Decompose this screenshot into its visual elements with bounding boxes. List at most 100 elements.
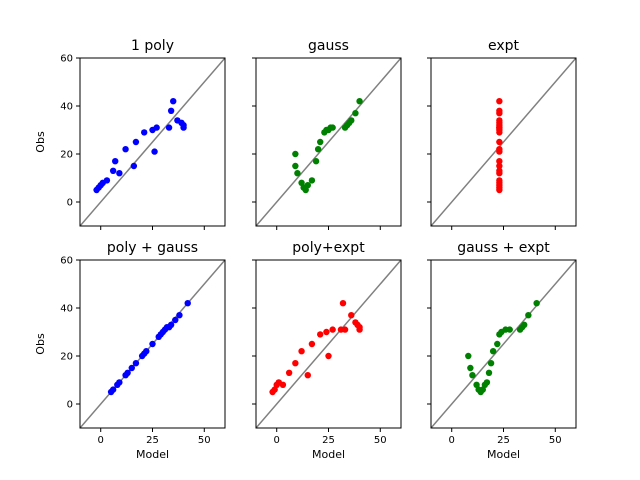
subplot-5: 0 25 50 poly+expt Model: [252, 240, 402, 461]
data-point: [271, 386, 278, 393]
data-point: [128, 364, 135, 372]
data-point: [483, 379, 491, 386]
x-tick-label: 25: [322, 435, 335, 446]
data-point: [467, 364, 474, 372]
data-point: [356, 326, 363, 333]
data-point: [496, 138, 503, 146]
x-tick-label: 25: [497, 435, 510, 446]
x-tick-label: 0: [274, 435, 280, 446]
subplot-1: 0 20 40 60 1 poly Obs: [34, 38, 226, 230]
y-axis-label: Obs: [34, 333, 47, 355]
identity-line: [80, 58, 225, 226]
subplot-4: 0 25 50 0 20 40 60 poly + gauss Model Obs: [34, 240, 226, 461]
data-point: [496, 117, 503, 124]
subplot-6: 0 25 50 gauss + expt Model: [427, 240, 577, 461]
data-point: [341, 326, 349, 333]
data-point: [112, 158, 119, 165]
data-point: [506, 326, 513, 333]
y-tick-label: 60: [60, 256, 73, 267]
data-point: [109, 167, 117, 174]
data-point: [525, 312, 532, 319]
subplot-title: gauss + expt: [457, 240, 550, 256]
y-tick-label: 0: [67, 198, 73, 209]
data-point: [122, 146, 129, 153]
data-point: [172, 316, 179, 324]
data-point: [329, 326, 336, 333]
data-point: [308, 340, 316, 348]
data-point: [348, 117, 355, 124]
y-tick-label: 20: [60, 150, 73, 161]
data-point: [308, 177, 316, 184]
data-point: [496, 107, 503, 115]
data-point: [348, 312, 355, 319]
data-point: [298, 179, 305, 186]
data-point: [533, 300, 540, 307]
x-tick-label: 50: [198, 435, 211, 446]
y-axis-label: Obs: [34, 131, 47, 153]
data-point: [304, 182, 311, 189]
data-point: [184, 300, 191, 307]
y-tick-label: 20: [60, 352, 73, 363]
data-point: [521, 321, 528, 328]
data-point: [103, 177, 111, 184]
data-point: [352, 110, 359, 117]
x-tick-label: 25: [146, 435, 159, 446]
subplot-title: 1 poly: [131, 38, 174, 54]
y-tick-label: 60: [60, 54, 73, 65]
subplot-3: expt: [427, 38, 577, 230]
identity-line: [256, 260, 401, 428]
data-point: [116, 170, 123, 177]
data-point: [143, 348, 150, 355]
y-tick-label: 40: [60, 102, 73, 113]
y-tick-label: 40: [60, 304, 73, 315]
subplot-2: gauss: [252, 38, 402, 230]
data-point: [304, 372, 311, 379]
data-point: [356, 98, 363, 105]
data-point: [312, 158, 320, 165]
data-point: [170, 98, 177, 105]
data-point: [325, 352, 332, 360]
subplot-title: expt: [488, 38, 520, 54]
data-point: [151, 148, 158, 155]
x-tick-label: 0: [449, 435, 455, 446]
data-point: [487, 360, 495, 367]
identity-line: [256, 58, 401, 226]
x-tick-label: 0: [98, 435, 104, 446]
x-tick-label: 50: [549, 435, 562, 446]
data-point: [494, 340, 501, 348]
x-axis-label: Model: [312, 448, 345, 461]
data-point: [496, 98, 503, 105]
subplot-title: poly + gauss: [107, 240, 198, 256]
data-point: [314, 146, 322, 153]
data-point: [329, 124, 336, 131]
data-point: [496, 177, 503, 184]
data-point: [298, 348, 305, 355]
data-point: [167, 107, 175, 115]
data-point: [292, 360, 299, 367]
data-point: [317, 331, 324, 338]
data-point: [496, 167, 503, 174]
data-point: [180, 124, 187, 131]
data-point: [109, 386, 117, 393]
data-point: [496, 146, 503, 153]
data-point: [496, 162, 503, 170]
data-point: [165, 124, 173, 131]
data-point: [479, 386, 486, 393]
x-axis-label: Model: [487, 448, 520, 461]
subplot-title: poly+expt: [292, 240, 365, 256]
data-point: [149, 340, 156, 348]
subplot-title: gauss: [308, 38, 349, 54]
data-point: [167, 321, 175, 328]
data-point: [116, 379, 123, 386]
data-point: [485, 369, 493, 376]
data-point: [292, 150, 299, 158]
data-point: [292, 162, 299, 170]
data-point: [496, 158, 503, 165]
data-point: [132, 138, 140, 146]
x-tick-label: 50: [374, 435, 387, 446]
data-point: [465, 352, 472, 360]
data-point: [489, 348, 497, 355]
data-point: [469, 372, 476, 379]
data-point: [130, 162, 138, 170]
